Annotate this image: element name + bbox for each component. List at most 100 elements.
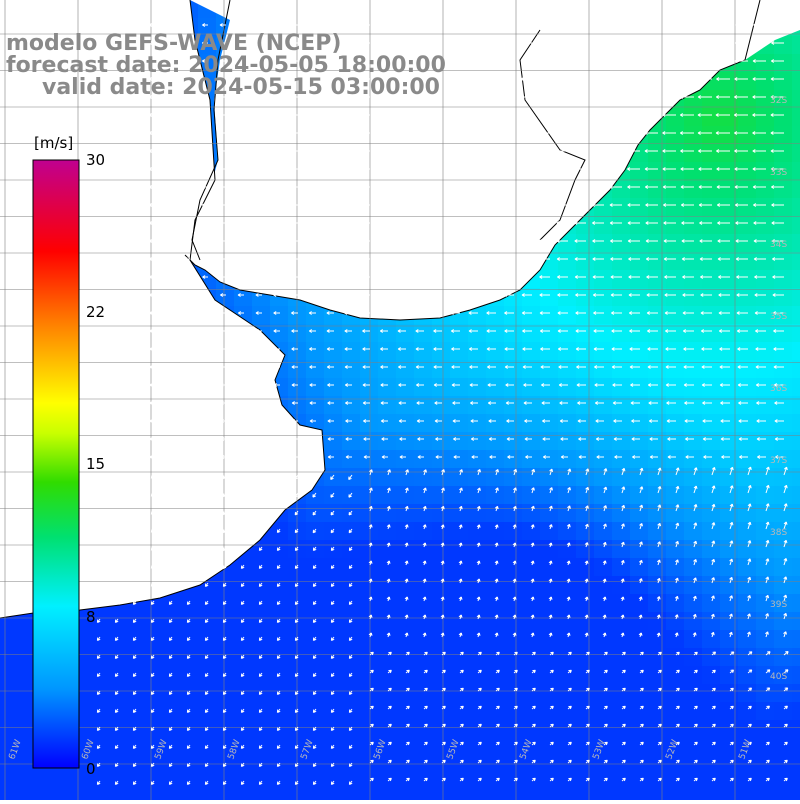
wind-arrow bbox=[131, 41, 136, 45]
wind-arrow bbox=[512, 596, 517, 602]
wind-arrow bbox=[149, 329, 154, 333]
wind-arrow bbox=[520, 41, 532, 45]
field-cell bbox=[702, 450, 720, 468]
wind-arrow bbox=[520, 59, 532, 63]
wind-arrow bbox=[734, 95, 748, 99]
wind-arrow bbox=[559, 419, 568, 423]
field-cell bbox=[684, 144, 702, 162]
wind-arrow bbox=[711, 540, 716, 548]
wind-arrow bbox=[662, 77, 676, 81]
wind-arrow bbox=[603, 523, 607, 530]
field-cell bbox=[630, 288, 648, 306]
wind-arrow bbox=[639, 741, 644, 746]
field-cell bbox=[414, 738, 432, 756]
field-cell bbox=[792, 414, 800, 432]
wind-arrow bbox=[148, 149, 154, 153]
wind-arrow bbox=[369, 469, 373, 476]
field-cell bbox=[738, 180, 756, 198]
wind-arrow bbox=[204, 618, 209, 623]
wind-arrow bbox=[754, 293, 766, 297]
wind-arrow bbox=[449, 95, 460, 99]
wind-arrow bbox=[476, 542, 481, 548]
field-cell bbox=[576, 468, 594, 486]
field-cell bbox=[720, 342, 738, 360]
field-cell bbox=[216, 792, 234, 804]
field-cell bbox=[648, 432, 666, 450]
wind-arrow bbox=[613, 437, 622, 441]
field-cell bbox=[144, 792, 162, 804]
wind-arrow bbox=[609, 167, 622, 171]
field-cell bbox=[576, 738, 594, 756]
wind-arrow bbox=[415, 311, 424, 315]
wind-arrow bbox=[487, 383, 496, 387]
wind-arrow bbox=[132, 564, 137, 569]
wind-arrow bbox=[680, 95, 694, 99]
field-cell bbox=[612, 414, 630, 432]
wind-arrow bbox=[752, 167, 766, 171]
wind-arrow bbox=[657, 486, 662, 494]
wind-arrow bbox=[540, 365, 550, 369]
field-cell bbox=[468, 504, 486, 522]
wind-arrow bbox=[775, 455, 784, 459]
wind-arrow bbox=[404, 578, 409, 584]
wind-arrow bbox=[378, 131, 388, 135]
wind-arrow bbox=[645, 203, 658, 207]
wind-arrow bbox=[150, 762, 155, 767]
wind-arrow bbox=[603, 669, 608, 674]
wind-arrow bbox=[348, 672, 353, 677]
field-cell bbox=[756, 126, 774, 144]
wind-arrow bbox=[361, 275, 370, 279]
field-cell bbox=[720, 234, 738, 252]
field-cell bbox=[756, 630, 774, 648]
wind-arrow bbox=[186, 528, 191, 533]
wind-arrow bbox=[520, 95, 532, 99]
wind-arrow bbox=[312, 654, 317, 659]
wind-arrow bbox=[131, 401, 136, 405]
field-cell bbox=[774, 288, 792, 306]
wind-arrow bbox=[735, 23, 748, 27]
wind-arrow bbox=[113, 365, 118, 369]
field-cell bbox=[522, 666, 540, 684]
wind-arrow bbox=[326, 257, 334, 261]
wind-arrow bbox=[644, 149, 658, 153]
wind-arrow bbox=[566, 560, 571, 566]
wind-arrow bbox=[471, 455, 478, 459]
field-cell bbox=[684, 396, 702, 414]
wind-arrow bbox=[667, 455, 676, 459]
field-cell bbox=[522, 342, 540, 360]
wind-arrow bbox=[753, 221, 766, 225]
field-cell bbox=[702, 756, 720, 774]
wind-arrow bbox=[186, 510, 191, 515]
wind-arrow bbox=[219, 167, 226, 171]
wind-arrow bbox=[150, 564, 155, 569]
field-cell bbox=[594, 468, 612, 486]
wind-arrow bbox=[592, 221, 604, 225]
field-cell bbox=[504, 378, 522, 396]
wind-arrow bbox=[113, 437, 118, 441]
wind-arrow bbox=[685, 455, 694, 459]
wind-arrow bbox=[308, 185, 316, 189]
field-cell bbox=[432, 396, 450, 414]
wind-arrow bbox=[203, 401, 208, 405]
wind-arrow bbox=[663, 23, 676, 27]
field-cell bbox=[612, 306, 630, 324]
field-cell bbox=[792, 270, 800, 288]
wind-arrow bbox=[168, 726, 173, 731]
colorbar-tick-30: 30 bbox=[86, 151, 105, 169]
wind-arrow bbox=[186, 744, 191, 749]
wind-arrow bbox=[290, 131, 298, 135]
field-cell bbox=[648, 684, 666, 702]
wind-arrow bbox=[96, 708, 101, 713]
field-cell bbox=[684, 450, 702, 468]
field-cell bbox=[774, 738, 792, 756]
wind-arrow bbox=[132, 672, 137, 677]
wind-arrow bbox=[595, 437, 604, 441]
wind-arrow bbox=[204, 690, 209, 695]
wind-arrow bbox=[414, 41, 424, 45]
wind-arrow bbox=[222, 744, 227, 749]
field-cell bbox=[432, 630, 450, 648]
wind-arrow bbox=[458, 542, 463, 548]
wind-arrow bbox=[594, 401, 604, 405]
wind-arrow bbox=[675, 741, 680, 746]
wind-arrow bbox=[237, 221, 244, 225]
